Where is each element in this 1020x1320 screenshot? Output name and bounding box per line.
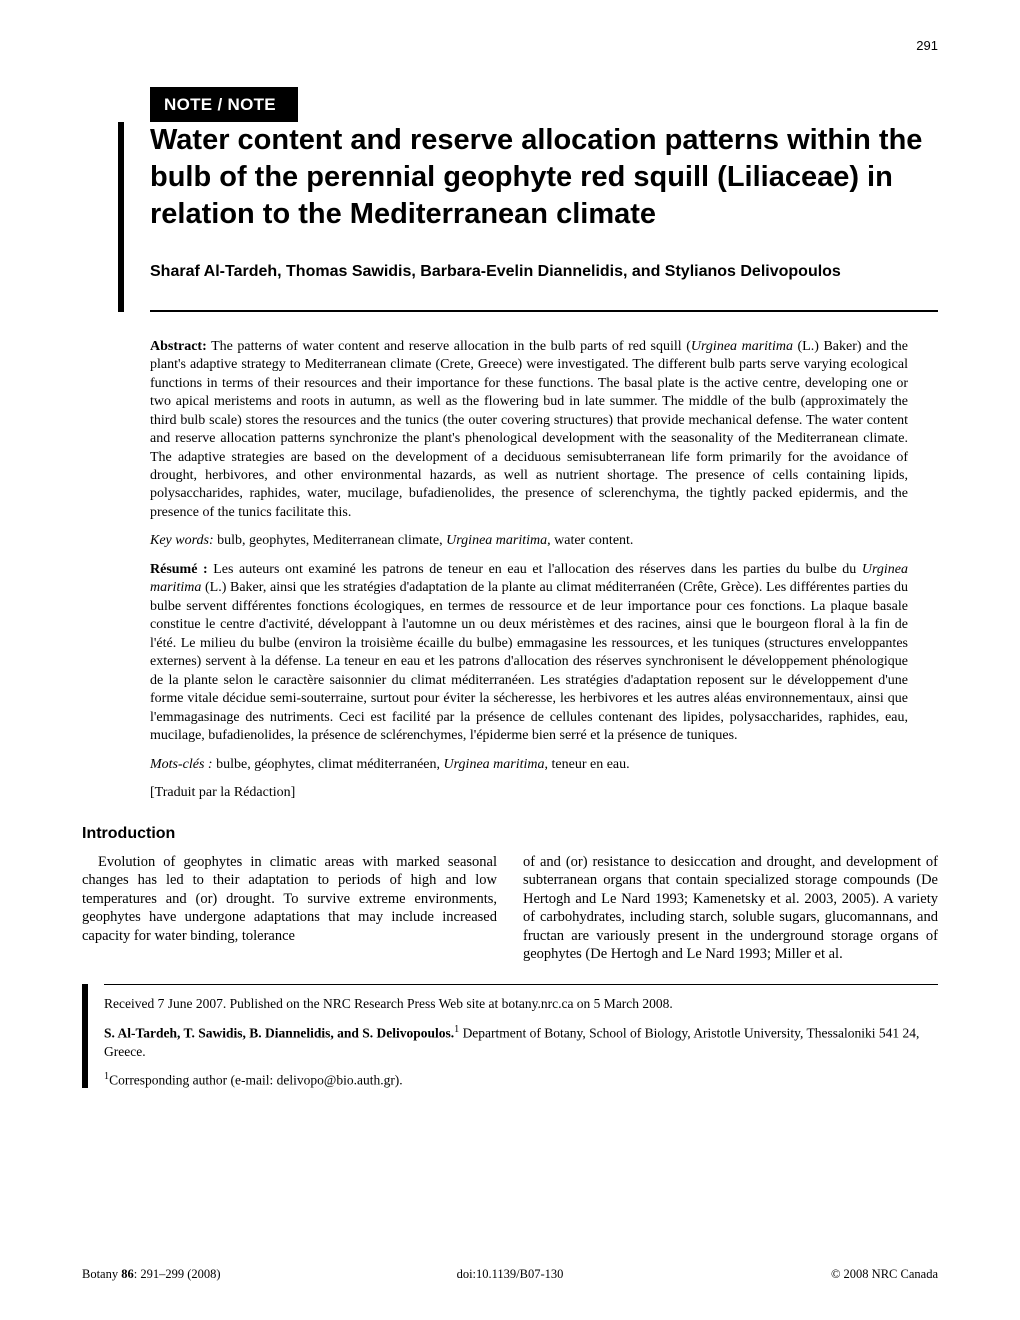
column-right: of and (or) resistance to desiccation an… xyxy=(523,853,938,964)
abstract-fr: Résumé : Les auteurs ont examiné les pat… xyxy=(150,561,908,746)
traduit: [Traduit par la Rédaction] xyxy=(150,784,908,802)
keywords-text-2: , water content. xyxy=(547,533,633,548)
corresponding: 1Corresponding author (e-mail: delivopo@… xyxy=(104,1071,938,1089)
footnote-block: Received 7 June 2007. Published on the N… xyxy=(82,984,938,1089)
footer-pages: : 291–299 (2008) xyxy=(134,1267,221,1281)
abstract-species: Urginea maritima xyxy=(691,339,793,354)
abstract-block: Abstract: The patterns of water content … xyxy=(150,338,908,803)
intro-paragraph-1: Evolution of geophytes in climatic areas… xyxy=(82,853,497,946)
motscles-text-1: bulbe, géophytes, climat méditerranéen, xyxy=(213,757,444,772)
motscles: Mots-clés : bulbe, géophytes, climat méd… xyxy=(150,756,908,774)
resume-label: Résumé : xyxy=(150,562,208,577)
keywords-species: Urginea maritima xyxy=(446,533,547,548)
footer-left: Botany 86: 291–299 (2008) xyxy=(82,1267,221,1282)
column-left: Evolution of geophytes in climatic areas… xyxy=(82,853,497,964)
footer-journal: Botany xyxy=(82,1267,121,1281)
resume-text-2: (L.) Baker, ainsi que les stratégies d'a… xyxy=(150,580,908,743)
motscles-species: Urginea maritima xyxy=(444,757,545,772)
keywords: Key words: bulb, geophytes, Mediterranea… xyxy=(150,532,908,550)
introduction-heading: Introduction xyxy=(82,825,938,843)
corr-text: Corresponding author (e-mail: delivopo@b… xyxy=(109,1072,403,1087)
affiliation: S. Al-Tardeh, T. Sawidis, B. Diannelidis… xyxy=(104,1023,938,1061)
received-line: Received 7 June 2007. Published on the N… xyxy=(104,995,938,1013)
affil-names: S. Al-Tardeh, T. Sawidis, B. Diannelidis… xyxy=(104,1026,454,1041)
footer-volume: 86 xyxy=(121,1267,134,1281)
page: 291 NOTE / NOTE Water content and reserv… xyxy=(0,0,1020,1128)
abstract-text-1: The patterns of water content and reserv… xyxy=(207,339,691,354)
motscles-label: Mots-clés : xyxy=(150,757,213,772)
body-columns: Evolution of geophytes in climatic areas… xyxy=(82,853,938,964)
page-number: 291 xyxy=(916,38,938,53)
footnote-rule xyxy=(104,984,938,985)
article-title: Water content and reserve allocation pat… xyxy=(150,122,938,233)
authors: Sharaf Al-Tardeh, Thomas Sawidis, Barbar… xyxy=(150,261,938,283)
motscles-text-2: , teneur en eau. xyxy=(545,757,630,772)
abstract-en: Abstract: The patterns of water content … xyxy=(150,338,908,523)
title-rule xyxy=(150,310,938,312)
footer-copyright: © 2008 NRC Canada xyxy=(831,1267,938,1282)
abstract-text-2: (L.) Baker) and the plant's adaptive str… xyxy=(150,339,908,520)
running-footer: Botany 86: 291–299 (2008) doi:10.1139/B0… xyxy=(82,1267,938,1282)
keywords-label: Key words: xyxy=(150,533,214,548)
resume-text-1: Les auteurs ont examiné les patrons de t… xyxy=(208,562,862,577)
note-banner: NOTE / NOTE xyxy=(150,87,298,122)
keywords-text-1: bulb, geophytes, Mediterranean climate, xyxy=(214,533,446,548)
title-block: Water content and reserve allocation pat… xyxy=(118,122,938,312)
footer-doi: doi:10.1139/B07-130 xyxy=(457,1267,564,1282)
abstract-label: Abstract: xyxy=(150,339,207,354)
intro-paragraph-1-cont: of and (or) resistance to desiccation an… xyxy=(523,853,938,964)
